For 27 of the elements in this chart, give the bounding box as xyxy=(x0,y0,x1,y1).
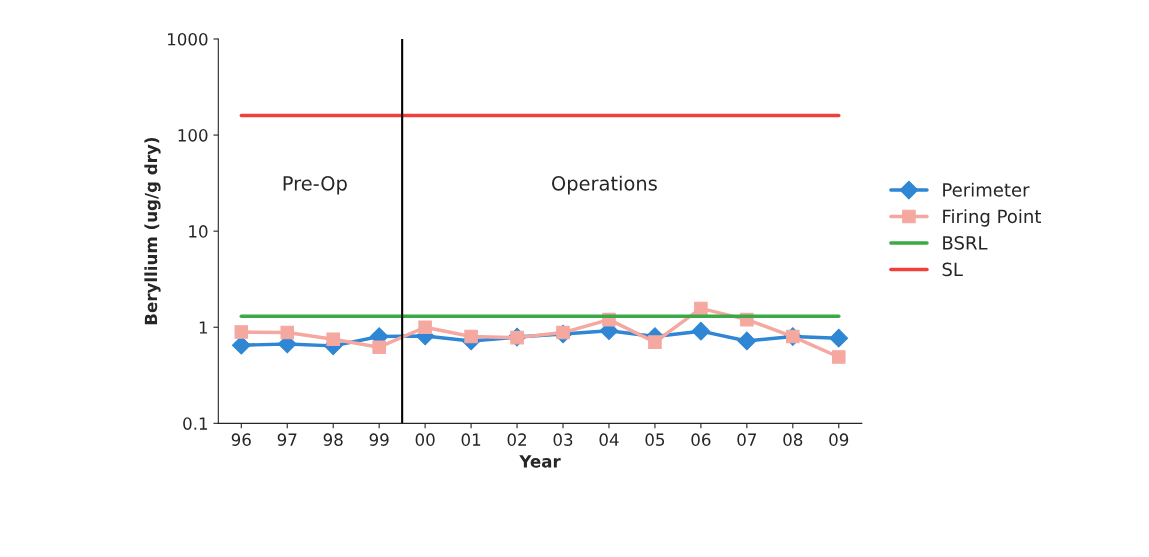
x-tick-label: 97 xyxy=(277,433,297,446)
x-tick-label: 04 xyxy=(599,433,619,446)
x-tick-label: 02 xyxy=(507,433,526,446)
x-tick-label: 08 xyxy=(783,433,803,446)
legend-label: Firing Point xyxy=(943,209,1041,227)
x-tick-label: 06 xyxy=(691,433,711,446)
y-tick-label: 100 xyxy=(178,129,208,142)
x-axis-title: Year xyxy=(519,455,561,468)
annotation: Operations xyxy=(552,175,657,195)
x-tick-label: 00 xyxy=(415,433,435,446)
x-tick-label: 01 xyxy=(461,433,481,446)
annotation: Pre-Op xyxy=(283,175,347,195)
y-tick-label: 10 xyxy=(189,225,208,238)
legend-label: SL xyxy=(942,262,963,277)
y-tick-label: 0.1 xyxy=(183,417,208,430)
y-axis-title: Beryllium (ug/g dry) xyxy=(144,138,161,325)
y-tick-label: 1000 xyxy=(168,32,208,46)
x-tick-label: 07 xyxy=(737,433,757,446)
x-tick-label: 96 xyxy=(231,433,251,446)
x-tick-label: 99 xyxy=(369,433,389,446)
x-tick-label: 98 xyxy=(323,433,343,446)
x-tick-label: 09 xyxy=(829,433,849,446)
legend-label: BSRL xyxy=(943,235,988,250)
y-tick-label: 1 xyxy=(199,321,208,334)
x-tick-label: 03 xyxy=(553,433,573,446)
legend-label: Perimeter xyxy=(943,182,1030,197)
x-tick-label: 05 xyxy=(645,433,665,446)
